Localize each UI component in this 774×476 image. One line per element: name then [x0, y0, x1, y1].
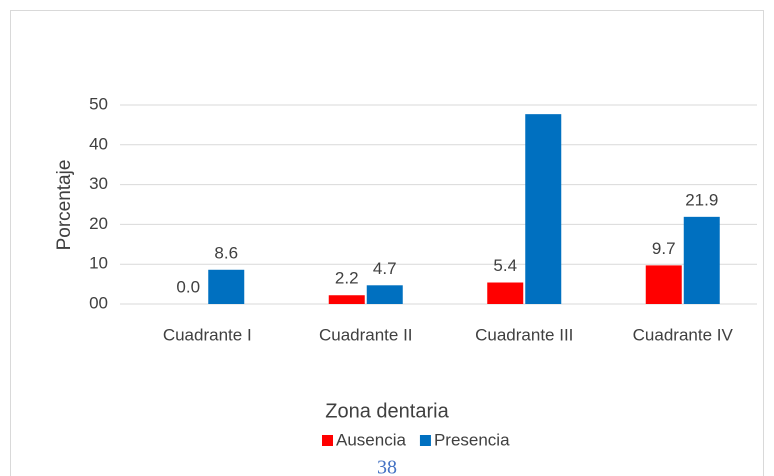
data-label: 8.6 — [214, 243, 238, 262]
y-tick-label: 40 — [89, 134, 108, 153]
x-tick-label: Cuadrante III — [475, 325, 573, 344]
data-label: 5.4 — [493, 256, 517, 275]
y-tick-label: 30 — [89, 174, 108, 193]
x-tick-label: Cuadrante II — [319, 325, 413, 344]
bar — [683, 216, 720, 304]
data-label: 2.2 — [335, 269, 359, 288]
legend-label: Presencia — [434, 430, 510, 449]
data-label: 4.7 — [373, 259, 397, 278]
bar — [525, 114, 562, 305]
y-axis-title: Porcentaje — [54, 160, 75, 251]
x-tick-label: Cuadrante I — [163, 325, 252, 344]
page-number: 38 — [377, 457, 397, 476]
legend-label: Ausencia — [336, 430, 406, 449]
legend-swatch — [322, 435, 333, 446]
bar — [328, 295, 365, 304]
y-tick-label: 00 — [89, 293, 108, 312]
bar — [366, 285, 403, 304]
legend-swatch — [419, 435, 431, 446]
y-tick-label: 10 — [89, 254, 108, 273]
chart-border — [10, 10, 764, 476]
bar — [645, 265, 682, 304]
bar — [208, 269, 245, 304]
y-tick-label: 50 — [89, 94, 108, 113]
data-label: 9.7 — [652, 239, 676, 258]
x-axis-title: Zona dentaria — [325, 400, 449, 422]
x-tick-label: Cuadrante IV — [633, 325, 734, 344]
y-tick-label: 20 — [89, 214, 108, 233]
bar — [487, 282, 524, 304]
data-label: 0.0 — [176, 277, 200, 296]
data-label: 21.9 — [685, 190, 718, 209]
